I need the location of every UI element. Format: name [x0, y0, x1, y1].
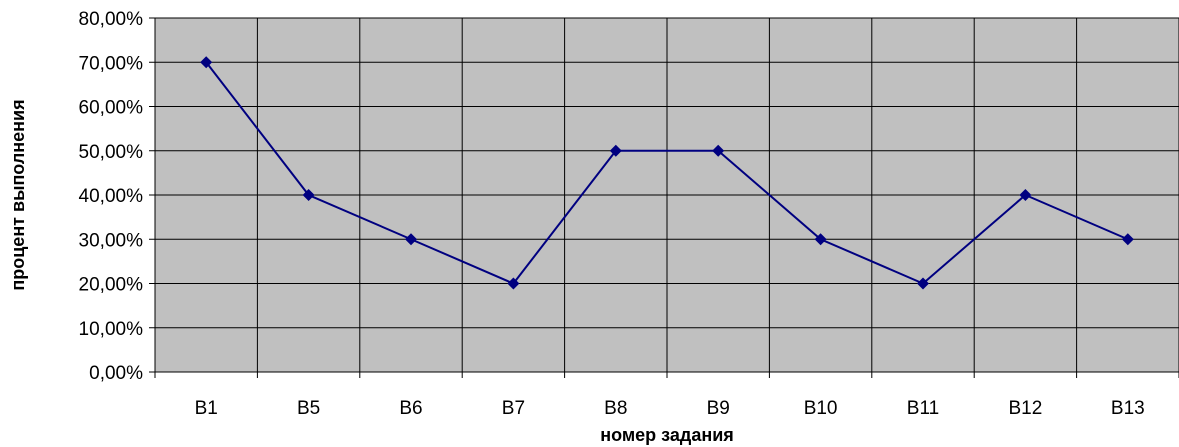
- data-point-diamond-marker: [200, 56, 213, 69]
- x-tick-label: B10: [804, 398, 838, 419]
- gridlines: [155, 17, 1179, 372]
- data-point-diamond-marker: [712, 144, 725, 157]
- axes: [149, 17, 1179, 378]
- x-tick-label: B12: [1008, 398, 1042, 419]
- data-point-diamond-marker: [507, 277, 520, 290]
- data-point-diamond-marker: [917, 277, 929, 290]
- x-tick-label: B1: [195, 398, 218, 419]
- y-tick-label: 40,00%: [79, 186, 144, 207]
- data-point-diamond-marker: [1121, 233, 1134, 246]
- x-tick-label: B11: [907, 398, 939, 419]
- x-tick-label: B13: [1111, 398, 1145, 419]
- y-axis-title: процент выполнения: [8, 99, 28, 290]
- y-tick-label: 50,00%: [79, 142, 144, 163]
- data-point-diamond-marker: [814, 233, 827, 246]
- data-point-diamond-marker: [609, 144, 622, 157]
- series-group: [200, 56, 1134, 290]
- x-tick-label: B6: [399, 398, 422, 419]
- series-line: [205, 61, 1129, 285]
- x-tick-label: B7: [502, 398, 525, 419]
- x-tick-label: B8: [604, 398, 627, 419]
- data-point-diamond-marker: [405, 233, 417, 246]
- data-point-diamond-marker: [302, 189, 315, 201]
- y-tick-label: 20,00%: [79, 275, 144, 296]
- x-tick-labels: B1 B5 B6 B7 B8 B9 B10 B11 B12 B13: [195, 398, 1145, 419]
- y-tick-label: 10,00%: [79, 319, 144, 340]
- data-point-diamond-marker: [1019, 189, 1032, 201]
- y-tick-labels: 0,00% 10,00% 20,00% 30,00% 40,00% 50,00% 60,00…: [79, 9, 144, 384]
- y-tick-label: 70,00%: [79, 53, 144, 74]
- x-axis-title: номер задания: [600, 425, 734, 445]
- x-tick-label: B9: [707, 398, 730, 419]
- y-tick-label: 30,00%: [79, 230, 144, 251]
- y-tick-label: 60,00%: [79, 98, 144, 119]
- y-tick-label: 0,00%: [89, 363, 143, 384]
- x-tick-label: B5: [297, 398, 320, 419]
- y-tick-label: 80,00%: [79, 9, 144, 30]
